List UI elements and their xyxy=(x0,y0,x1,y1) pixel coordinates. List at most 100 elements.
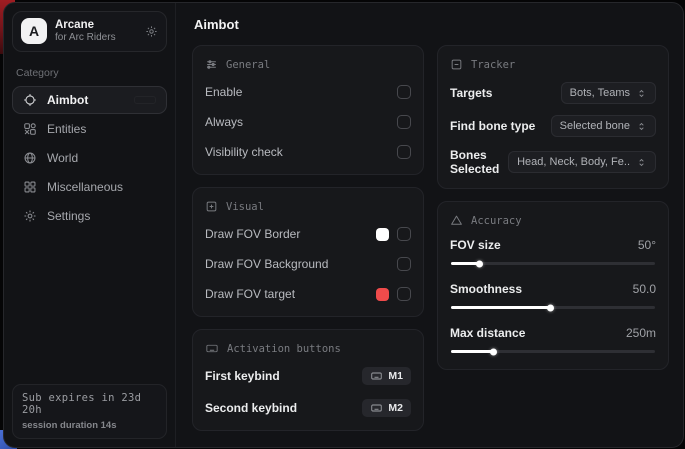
sidebar-item-label: Miscellaneous xyxy=(47,179,124,194)
setting-label: FOV size xyxy=(450,238,501,252)
panel-accuracy-title: Accuracy xyxy=(450,214,656,227)
left-column: General Enable Always Visibility check xyxy=(192,45,424,431)
setting-row-enable: Enable xyxy=(205,82,411,102)
keybind-hint-placeholder xyxy=(134,95,156,104)
setting-row-second-keybind: Second keybind M2 xyxy=(205,398,411,418)
second-keybind-button[interactable]: M2 xyxy=(362,399,411,417)
chevrons-up-down-icon xyxy=(639,89,644,97)
sidebar-item-label: World xyxy=(47,150,79,165)
triangle-icon xyxy=(451,215,462,225)
setting-label: Enable xyxy=(205,85,243,99)
sidebar-item-label: Settings xyxy=(47,208,91,223)
sidebar: A Arcane for Arc Riders Category xyxy=(4,3,176,447)
setting-row-draw-fov-border: Draw FOV Border xyxy=(205,224,411,244)
setting-row-fov-size: FOV size 50° xyxy=(450,238,656,269)
page-title: Aimbot xyxy=(194,17,239,32)
max-distance-slider[interactable] xyxy=(451,348,655,355)
draw-fov-target-checkbox[interactable] xyxy=(397,287,411,301)
setting-row-bones-selected: Bones Selected Head, Neck, Body, Fe.. xyxy=(450,148,656,176)
sidebar-nav: Aimbot Entities xyxy=(12,85,167,230)
setting-label: Max distance xyxy=(450,326,526,340)
sidebar-item-entities[interactable]: Entities xyxy=(12,115,167,143)
app-subtitle: for Arc Riders xyxy=(55,32,116,44)
panel-accuracy: Accuracy FOV size 50° xyxy=(437,201,669,370)
setting-label: Draw FOV target xyxy=(205,287,296,301)
setting-label: Second keybind xyxy=(205,401,298,415)
sidebar-item-label: Entities xyxy=(47,121,87,136)
settings-gear-icon xyxy=(23,209,37,223)
crosshair-icon xyxy=(23,93,37,107)
app-header-card: A Arcane for Arc Riders xyxy=(12,11,167,52)
max-distance-value: 250m xyxy=(625,326,656,340)
session-duration-text: session duration 14s xyxy=(22,420,117,431)
slider-thumb[interactable] xyxy=(476,260,484,267)
grid-icon xyxy=(23,180,37,194)
sub-expires-text: Sub expires in 23d 20h xyxy=(22,392,142,416)
fov-size-slider[interactable] xyxy=(451,260,655,267)
setting-row-always: Always xyxy=(205,112,411,132)
targets-dropdown[interactable]: Bots, Teams xyxy=(560,82,656,104)
sidebar-item-aimbot[interactable]: Aimbot xyxy=(12,85,167,114)
setting-row-first-keybind: First keybind M1 xyxy=(205,366,411,386)
visibility-check-checkbox[interactable] xyxy=(397,145,411,159)
app-meta: Arcane for Arc Riders xyxy=(55,18,116,45)
panel-visual: Visual Draw FOV Border Draw FOV Backgrou… xyxy=(192,187,424,317)
setting-label: Find bone type xyxy=(450,119,536,133)
slider-thumb[interactable] xyxy=(490,348,498,355)
panel-general-title: General xyxy=(205,58,411,71)
app-name: Arcane xyxy=(55,19,94,31)
subscription-card: Sub expires in 23d 20h session duration … xyxy=(12,384,167,439)
keyboard-icon xyxy=(371,372,383,380)
slider-thumb[interactable] xyxy=(547,304,555,311)
keyboard-icon xyxy=(206,344,218,353)
chevrons-up-down-icon xyxy=(639,158,644,166)
scan-box-icon xyxy=(451,59,462,70)
right-column: Tracker Targets Bots, Teams xyxy=(437,45,669,370)
draw-fov-background-checkbox[interactable] xyxy=(397,257,411,271)
sidebar-item-label: Aimbot xyxy=(47,92,89,107)
sidebar-item-world[interactable]: World xyxy=(12,144,167,172)
sidebar-item-settings[interactable]: Settings xyxy=(12,202,167,230)
bones-selected-dropdown[interactable]: Head, Neck, Body, Fe.. xyxy=(508,151,656,173)
find-bone-type-dropdown[interactable]: Selected bone xyxy=(550,115,656,137)
panel-visual-title: Visual xyxy=(205,200,411,213)
first-keybind-button[interactable]: M1 xyxy=(362,367,411,385)
keyboard-icon xyxy=(371,404,383,412)
globe-icon xyxy=(23,151,37,165)
fov-size-value: 50° xyxy=(637,238,656,252)
panel-activation-buttons: Activation buttons First keybind M1 xyxy=(192,329,424,431)
enable-checkbox[interactable] xyxy=(397,85,411,99)
square-plus-icon xyxy=(206,201,217,212)
setting-row-find-bone-type: Find bone type Selected bone xyxy=(450,115,656,137)
app-window: A Arcane for Arc Riders Category xyxy=(3,2,684,448)
panel-general: General Enable Always Visibility check xyxy=(192,45,424,175)
draw-fov-border-checkbox[interactable] xyxy=(397,227,411,241)
panel-activation-title: Activation buttons xyxy=(205,342,411,355)
main-content: Aimbot General xyxy=(176,3,683,447)
setting-label: Draw FOV Border xyxy=(205,227,301,241)
gear-icon[interactable] xyxy=(145,25,158,38)
fov-border-color-swatch[interactable] xyxy=(376,227,389,241)
panel-tracker-title: Tracker xyxy=(450,58,656,71)
always-checkbox[interactable] xyxy=(397,115,411,129)
setting-row-smoothness: Smoothness 50.0 xyxy=(450,282,656,313)
setting-row-targets: Targets Bots, Teams xyxy=(450,82,656,104)
setting-label: Visibility check xyxy=(205,145,283,159)
setting-label: Draw FOV Background xyxy=(205,257,329,271)
fov-target-color-swatch[interactable] xyxy=(376,287,389,301)
app-logo: A xyxy=(21,18,47,45)
setting-row-draw-fov-background: Draw FOV Background xyxy=(205,254,411,274)
setting-label: Smoothness xyxy=(450,282,523,296)
setting-row-visibility-check: Visibility check xyxy=(205,142,411,162)
setting-label: First keybind xyxy=(205,369,280,383)
setting-row-draw-fov-target: Draw FOV target xyxy=(205,284,411,304)
sliders-icon xyxy=(207,60,216,69)
sidebar-item-miscellaneous[interactable]: Miscellaneous xyxy=(12,173,167,201)
setting-label: Bones Selected xyxy=(450,148,500,176)
category-label: Category xyxy=(16,66,59,79)
smoothness-value: 50.0 xyxy=(632,282,656,296)
panel-tracker: Tracker Targets Bots, Teams xyxy=(437,45,669,189)
chevrons-up-down-icon xyxy=(639,122,644,130)
setting-row-max-distance: Max distance 250m xyxy=(450,326,656,357)
smoothness-slider[interactable] xyxy=(451,304,655,311)
